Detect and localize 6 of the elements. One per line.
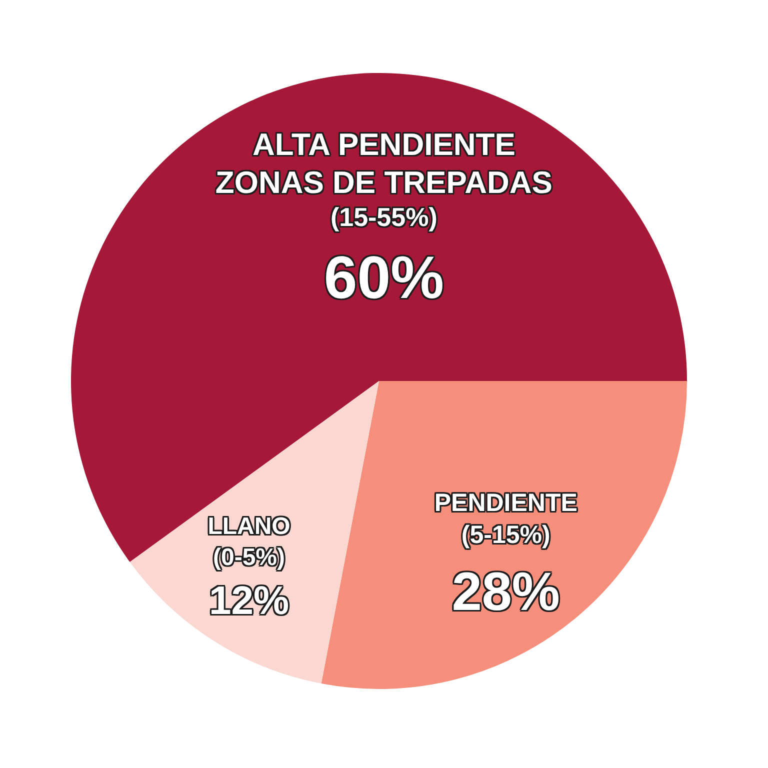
data-label: 28% xyxy=(452,562,560,622)
slice-label: ALTA PENDIENTE ZONAS DE TREPADAS (15-55%) xyxy=(215,126,552,232)
data-label: 60% xyxy=(324,244,444,312)
slice-label: LLANO (0-5%) xyxy=(208,512,290,572)
slice-label: PENDIENTE (5-15%) xyxy=(434,489,578,550)
data-label: 12% xyxy=(208,578,290,623)
